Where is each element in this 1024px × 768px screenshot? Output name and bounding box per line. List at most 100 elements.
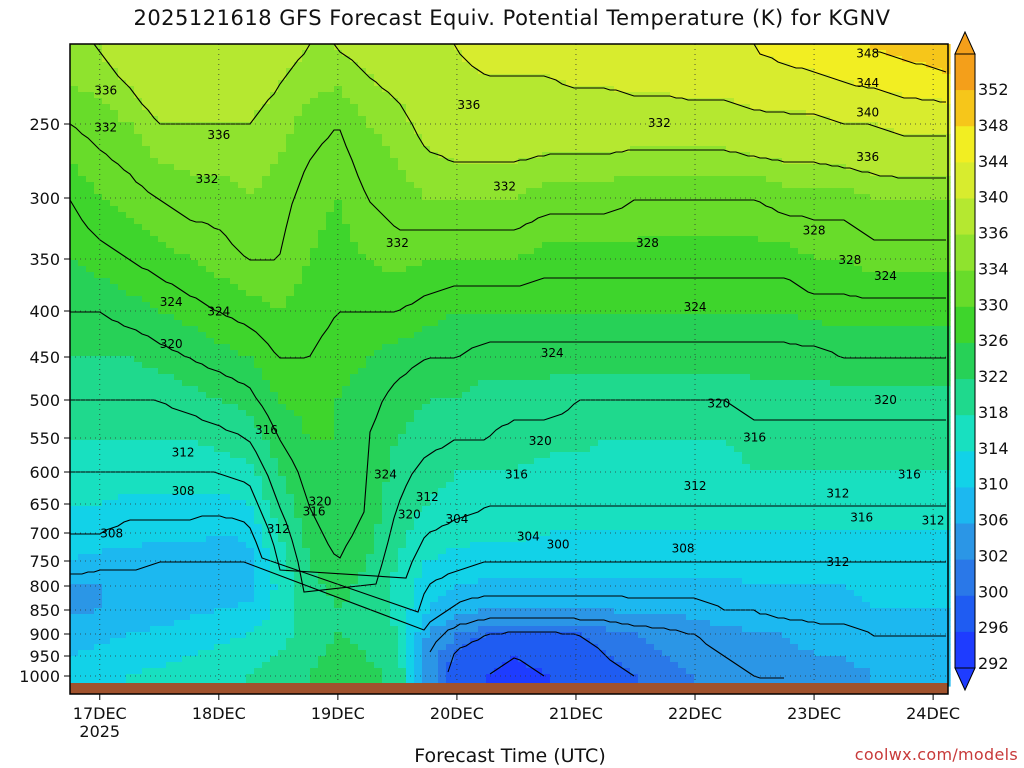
- heatmap-cell: [566, 98, 575, 105]
- heatmap-cell: [230, 50, 239, 57]
- heatmap-cell: [126, 290, 135, 297]
- heatmap-cell: [414, 248, 423, 255]
- heatmap-cell: [422, 230, 431, 237]
- heatmap-cell: [798, 74, 807, 81]
- heatmap-cell: [654, 230, 663, 237]
- heatmap-cell: [702, 50, 711, 57]
- heatmap-cell: [494, 164, 503, 171]
- heatmap-cell: [486, 104, 495, 111]
- heatmap-cell: [318, 176, 327, 183]
- heatmap-cell: [350, 290, 359, 297]
- heatmap-cell: [262, 56, 271, 63]
- heatmap-cell: [326, 56, 335, 63]
- heatmap-cell: [526, 242, 535, 249]
- heatmap-cell: [662, 302, 671, 309]
- heatmap-cell: [382, 224, 391, 231]
- heatmap-cell: [638, 284, 647, 291]
- heatmap-cell: [134, 164, 143, 171]
- heatmap-cell: [582, 116, 591, 123]
- heatmap-cell: [70, 254, 79, 261]
- heatmap-cell: [142, 290, 151, 297]
- heatmap-cell: [398, 230, 407, 237]
- heatmap-cell: [726, 236, 735, 243]
- heatmap-cell: [758, 62, 767, 69]
- heatmap-cell: [430, 284, 439, 291]
- heatmap-cell: [358, 302, 367, 309]
- heatmap-cell: [494, 56, 503, 63]
- heatmap-cell: [654, 56, 663, 63]
- heatmap-cell: [150, 302, 159, 309]
- heatmap-cell: [398, 272, 407, 279]
- heatmap-cell: [654, 164, 663, 171]
- heatmap-cell: [286, 128, 295, 135]
- heatmap-cell: [614, 92, 623, 99]
- heatmap-cell: [550, 176, 559, 183]
- heatmap-cell: [670, 248, 679, 255]
- heatmap-cell: [838, 98, 847, 105]
- heatmap-cell: [302, 230, 311, 237]
- heatmap-cell: [302, 206, 311, 213]
- heatmap-cell: [278, 308, 287, 315]
- heatmap-cell: [798, 224, 807, 231]
- heatmap-cell: [334, 314, 343, 321]
- heatmap-cell: [886, 92, 895, 99]
- heatmap-cell: [270, 260, 279, 267]
- heatmap-cell: [214, 206, 223, 213]
- heatmap-cell: [366, 92, 375, 99]
- heatmap-cell: [134, 134, 143, 141]
- heatmap-cell: [454, 56, 463, 63]
- heatmap-cell: [190, 164, 199, 171]
- heatmap-cell: [310, 170, 319, 177]
- heatmap-cell: [486, 230, 495, 237]
- heatmap-cell: [542, 158, 551, 165]
- heatmap-cell: [70, 140, 79, 147]
- heatmap-cell: [854, 278, 863, 285]
- heatmap-cell: [766, 86, 775, 93]
- heatmap-cell: [158, 146, 167, 153]
- heatmap-cell: [598, 230, 607, 237]
- heatmap-cell: [814, 236, 823, 243]
- heatmap-cell: [94, 110, 103, 117]
- heatmap-layer: [70, 44, 951, 687]
- heatmap-cell: [774, 56, 783, 63]
- heatmap-cell: [86, 74, 95, 81]
- heatmap-cell: [398, 80, 407, 87]
- heatmap-cell: [238, 254, 247, 261]
- heatmap-cell: [678, 92, 687, 99]
- heatmap-cell: [734, 278, 743, 285]
- heatmap-cell: [294, 122, 303, 129]
- heatmap-cell: [838, 44, 847, 51]
- heatmap-cell: [870, 152, 879, 159]
- heatmap-cell: [126, 134, 135, 141]
- heatmap-cell: [942, 308, 951, 315]
- heatmap-cell: [502, 236, 511, 243]
- heatmap-cell: [782, 164, 791, 171]
- heatmap-cell: [334, 218, 343, 225]
- heatmap-cell: [438, 314, 447, 321]
- heatmap-cell: [542, 86, 551, 93]
- heatmap-cell: [758, 86, 767, 93]
- heatmap-cell: [382, 158, 391, 165]
- heatmap-cell: [638, 194, 647, 201]
- heatmap-cell: [366, 74, 375, 81]
- heatmap-cell: [766, 218, 775, 225]
- heatmap-cell: [622, 110, 631, 117]
- heatmap-cell: [158, 218, 167, 225]
- heatmap-cell: [486, 278, 495, 285]
- heatmap-cell: [614, 140, 623, 147]
- heatmap-cell: [246, 302, 255, 309]
- heatmap-cell: [686, 122, 695, 129]
- heatmap-cell: [606, 56, 615, 63]
- heatmap-cell: [390, 266, 399, 273]
- heatmap-cell: [150, 146, 159, 153]
- heatmap-cell: [294, 176, 303, 183]
- heatmap-cell: [934, 308, 943, 315]
- heatmap-cell: [86, 92, 95, 99]
- heatmap-cell: [446, 224, 455, 231]
- heatmap-cell: [126, 206, 135, 213]
- heatmap-cell: [158, 188, 167, 195]
- heatmap-cell: [494, 212, 503, 219]
- heatmap-cell: [630, 200, 639, 207]
- heatmap-cell: [454, 278, 463, 285]
- heatmap-cell: [246, 116, 255, 123]
